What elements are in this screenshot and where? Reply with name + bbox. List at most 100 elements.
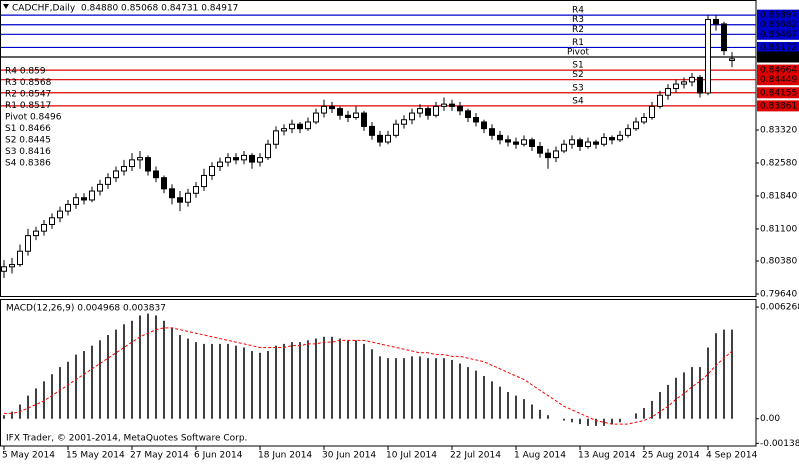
level-name: S4 (572, 96, 584, 106)
y-tick-label: 0.83320 (760, 125, 797, 135)
candle-body (297, 123, 303, 130)
candle-body (625, 128, 631, 136)
level-price-label: 0.85467 (760, 30, 797, 40)
candle-body (649, 105, 655, 119)
candle-body (345, 114, 351, 119)
candle-body (57, 210, 63, 219)
x-tick-label: 27 May 2014 (130, 451, 189, 461)
y-tick-label: 0.81840 (760, 191, 797, 201)
level-price-label: 0.83861 (760, 101, 797, 111)
candle-body (65, 203, 71, 212)
level-name: S1 (572, 61, 583, 71)
candle-body (249, 154, 255, 163)
candle-body (305, 121, 311, 130)
candle-body (521, 139, 527, 145)
candle-body (313, 112, 319, 123)
chart-title: CADCHF,Daily 0.84880 0.85068 0.84731 0.8… (12, 4, 238, 14)
level-price-label: 0.84155 (760, 88, 797, 98)
candle-body (329, 105, 335, 110)
candle-body (137, 157, 143, 161)
level-price-label: 0.85897 (760, 11, 797, 21)
y-tick-label: 0.006268 (760, 303, 799, 313)
candle-body (537, 145, 543, 154)
candle-body (721, 23, 727, 52)
candle-body (233, 157, 239, 161)
candle-body (481, 121, 487, 130)
level-price-label: 0.85682 (760, 20, 797, 30)
level-name: S2 (572, 70, 583, 80)
candle-body (465, 110, 471, 119)
candle-body (729, 58, 735, 61)
candle-body (505, 139, 511, 143)
candle-body (113, 170, 119, 179)
candle-body (673, 83, 679, 90)
candle-body (49, 217, 55, 225)
level-note: Pivot 0.8496 (5, 113, 62, 123)
candle-body (177, 197, 183, 203)
level-note: S4 0.8386 (5, 159, 51, 169)
y-tick-label: 0.80380 (760, 257, 797, 267)
candle-body (25, 235, 31, 252)
candle-body (97, 183, 103, 192)
level-note: S3 0.8416 (5, 147, 51, 157)
macd-title: MACD(12,26,9) 0.004968 0.003837 (6, 304, 166, 314)
macd-pane-border (0, 299, 757, 447)
candle-body (441, 103, 447, 107)
candle-body (457, 105, 463, 112)
signal-line (4, 327, 733, 425)
candle-body (433, 105, 439, 116)
x-tick-label: 4 Sep 2014 (706, 451, 758, 461)
x-tick-label: 15 May 2014 (66, 451, 125, 461)
candle-body (169, 188, 175, 199)
level-price-box (757, 9, 799, 21)
candle-body (9, 264, 15, 268)
x-tick-label: 6 Jun 2014 (194, 451, 243, 461)
candle-body (513, 141, 519, 145)
candle-body (257, 157, 263, 163)
symbol-icon (3, 4, 9, 9)
candle-body (545, 152, 551, 159)
candle-body (129, 159, 135, 168)
level-price-label: 0.84958 (760, 52, 797, 62)
candle-body (689, 76, 695, 83)
level-name: S3 (572, 83, 583, 93)
candle-body (473, 117, 479, 123)
level-price-label: 0.84664 (760, 66, 797, 76)
candle-body (617, 134, 623, 141)
candle-body (361, 112, 367, 127)
y-tick-label: 0.82580 (760, 158, 797, 168)
level-price-box (757, 51, 799, 63)
candle-body (665, 88, 671, 96)
price-pane-border (0, 0, 757, 297)
candle-body (449, 103, 455, 107)
y-tick-label: -0.001381 (760, 439, 799, 449)
candle-body (697, 76, 703, 94)
candle-body (265, 143, 271, 159)
candle-body (489, 128, 495, 136)
copyright: IFX Trader, © 2001-2014, MetaQuotes Soft… (6, 434, 247, 444)
x-tick-label: 22 Jul 2014 (450, 451, 501, 461)
y-tick-label: 0.79640 (760, 289, 797, 299)
level-note: S1 0.8466 (5, 124, 51, 134)
candle-body (417, 108, 423, 114)
candle-body (641, 117, 647, 123)
candle-body (497, 134, 503, 141)
candle-body (17, 250, 23, 266)
candle-body (577, 139, 583, 147)
candle-body (529, 139, 535, 147)
x-tick-label: 1 Aug 2014 (514, 451, 566, 461)
x-tick-label: 18 Jun 2014 (258, 451, 312, 461)
candle-body (681, 81, 687, 85)
y-tick-label: 0.81100 (760, 224, 797, 234)
level-price-box (757, 19, 799, 31)
level-price-box (757, 87, 799, 99)
candle-body (193, 186, 199, 194)
candle-body (273, 130, 279, 145)
candle-body (321, 105, 327, 114)
candle-body (609, 137, 615, 141)
level-note: R3 0.8568 (5, 78, 52, 88)
candle-body (209, 166, 215, 176)
candle-body (401, 119, 407, 125)
